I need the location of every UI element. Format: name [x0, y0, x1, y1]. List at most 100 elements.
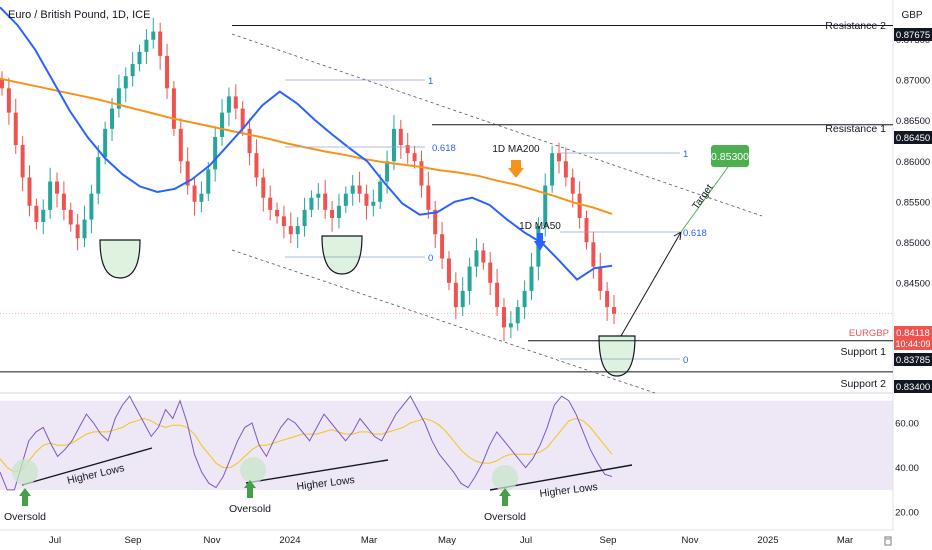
candle-body — [206, 169, 211, 194]
oversold-label-3: Oversold — [484, 511, 526, 523]
candle-body — [433, 209, 438, 235]
current-price: 0.84118 — [896, 328, 930, 339]
target-arrow-head — [673, 231, 682, 241]
current-symbol-tag: EURGBP — [849, 328, 889, 339]
resistance-2-price: 0.87675 — [896, 30, 930, 41]
higher-lows-line-2 — [245, 459, 389, 484]
candle-body — [68, 209, 73, 225]
oversold-label-2: Oversold — [229, 503, 271, 515]
candle-body — [474, 250, 479, 267]
candle-body — [543, 185, 548, 227]
candle-body — [371, 201, 376, 206]
support-1-label: Support 1 — [840, 346, 886, 358]
candle-body — [137, 51, 142, 65]
candle-body — [213, 136, 218, 170]
candle-body — [96, 157, 101, 194]
channel-lower-line — [231, 249, 656, 394]
candle-body — [110, 108, 115, 129]
candle-body — [446, 258, 451, 283]
moving-averages — [0, 6, 613, 281]
price-tick-label: 0.85000 — [896, 238, 930, 249]
target-box — [711, 145, 749, 167]
time-tick-label: Jul — [520, 535, 532, 546]
price-tick-label: 0.84500 — [896, 278, 930, 289]
candle-body — [398, 128, 403, 146]
ma50-arrow-icon — [534, 233, 546, 251]
candle-body — [515, 307, 520, 324]
candle-body — [0, 78, 4, 89]
candle-body — [529, 266, 534, 291]
fib-b-top-label: 1 — [683, 149, 688, 160]
candle-body — [522, 290, 527, 308]
oversold-arrow-icon-3 — [499, 488, 511, 506]
support-2-label: Support 2 — [840, 378, 886, 390]
candle-body — [385, 161, 390, 182]
rsi-tick-label: 60.00 — [895, 418, 919, 429]
candle-body — [151, 31, 156, 40]
candle-body — [268, 197, 273, 210]
candle-body — [488, 262, 493, 283]
rsi-line — [0, 395, 613, 491]
target-arrow-line — [620, 231, 682, 337]
candle-body — [20, 145, 25, 178]
candle-body — [343, 193, 348, 206]
candle-body — [144, 39, 149, 52]
price-tick-label: 0.85500 — [896, 197, 930, 208]
candle-body — [89, 193, 94, 220]
time-tick-label: 2025 — [757, 535, 778, 546]
candle-body — [577, 193, 582, 218]
resistance-2-label: Resistance 2 — [825, 20, 886, 32]
candle-body — [82, 219, 87, 239]
candle-body — [220, 112, 225, 137]
rsi-ma-line — [0, 417, 613, 473]
time-tick-label: May — [438, 535, 456, 546]
time-tick-label: Nov — [682, 535, 699, 546]
rsi-pane — [0, 395, 633, 506]
rsi-tick-label: 40.00 — [895, 463, 919, 474]
candle-body — [275, 209, 280, 217]
price-tick-label: 0.87000 — [896, 76, 930, 87]
candle-body — [41, 209, 46, 223]
rsi-tick-label: 20.00 — [895, 508, 919, 519]
ma50-label: 1D MA50 — [519, 221, 561, 232]
candle-body — [391, 128, 396, 162]
candle-body — [192, 185, 197, 202]
resistance-1-price: 0.86450 — [896, 133, 930, 144]
candle-body — [254, 153, 259, 178]
candle-body — [419, 161, 424, 186]
oversold-circle-1 — [12, 459, 38, 485]
countdown: 10:44:09 — [895, 339, 930, 349]
candle-body — [316, 193, 321, 198]
candle-body — [233, 96, 238, 109]
support-1-badge — [894, 353, 932, 366]
higher-lows-line-1 — [21, 447, 153, 486]
candle-body — [13, 112, 18, 146]
candle-body — [495, 282, 500, 308]
candle-body — [330, 209, 335, 218]
fib-a-top-label: 1 — [428, 76, 433, 87]
candle-body — [405, 145, 410, 154]
oversold-label-1: Oversold — [4, 511, 46, 523]
oversold-arrow-icon-1 — [19, 488, 31, 506]
resistance-1-label: Resistance 1 — [825, 123, 886, 135]
candle-body — [605, 290, 610, 308]
candle-body — [426, 185, 431, 210]
candle-body — [288, 226, 293, 235]
candle-body — [350, 185, 355, 194]
candle-body — [103, 128, 108, 158]
candle-body — [591, 242, 596, 267]
ma200-label: 1D MA200 — [492, 144, 540, 155]
candle-body — [508, 323, 513, 328]
rsi-band — [0, 400, 893, 490]
candle-body — [261, 177, 266, 198]
candle-body — [185, 161, 190, 186]
drawings — [0, 25, 893, 394]
ma200-arrow-icon — [508, 160, 524, 178]
candle-body — [158, 31, 163, 56]
oversold-circle-2 — [240, 457, 266, 483]
support-2-price: 0.83400 — [896, 382, 930, 393]
candle-body — [199, 193, 204, 202]
candle-body — [6, 88, 11, 113]
candle-body — [178, 128, 183, 162]
